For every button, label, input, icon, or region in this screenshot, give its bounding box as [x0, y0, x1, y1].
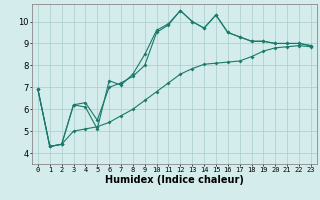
X-axis label: Humidex (Indice chaleur): Humidex (Indice chaleur) — [105, 175, 244, 185]
